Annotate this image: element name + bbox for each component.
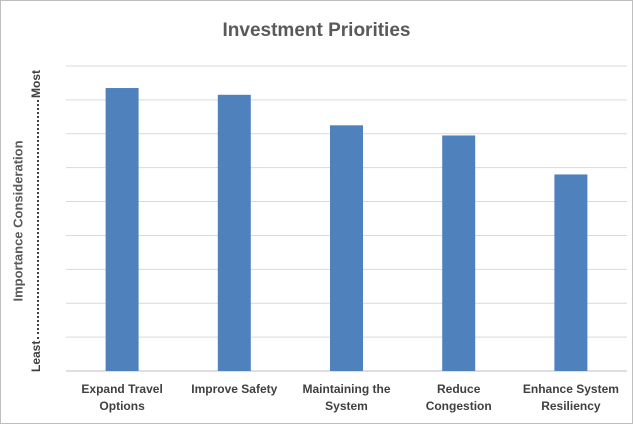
bar — [105, 88, 139, 372]
x-tick-label: Expand Travel Options — [81, 382, 162, 413]
chart-title: Investment Priorities — [222, 20, 411, 41]
bar — [442, 135, 476, 371]
bar — [217, 94, 251, 372]
bar — [554, 174, 588, 371]
x-tick-label: Reduce Congestion — [426, 382, 492, 413]
bar — [330, 125, 363, 371]
x-tick-label: Maintaining the System — [303, 382, 391, 413]
x-tick-label: Improve Safety — [191, 382, 277, 396]
x-tick-label: Enhance System Resiliency — [523, 382, 619, 413]
